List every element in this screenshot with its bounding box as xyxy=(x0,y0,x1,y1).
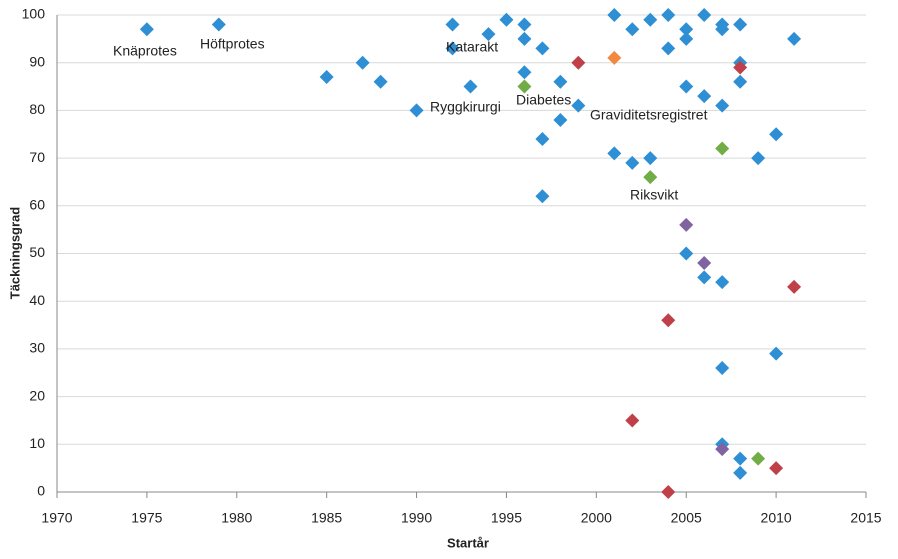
point xyxy=(679,31,694,46)
point xyxy=(787,279,802,294)
point xyxy=(535,189,550,204)
point xyxy=(139,22,154,37)
point xyxy=(517,17,532,32)
y-tick-label: 50 xyxy=(29,244,45,260)
y-tick-label: 100 xyxy=(22,6,46,22)
point xyxy=(715,22,730,37)
annotation: Katarakt xyxy=(446,39,498,55)
annotation: Ryggkirurgi xyxy=(430,99,501,115)
point xyxy=(607,8,622,22)
point xyxy=(697,8,712,22)
x-tick-label: 2005 xyxy=(671,510,702,526)
point xyxy=(517,31,532,46)
point xyxy=(661,485,676,499)
point xyxy=(679,79,694,94)
point xyxy=(517,79,532,94)
point xyxy=(733,451,748,466)
annotation: Diabetes xyxy=(516,92,571,108)
point xyxy=(679,217,694,232)
y-tick-label: 70 xyxy=(29,149,45,165)
x-tick-label: 1990 xyxy=(401,510,432,526)
y-tick-label: 90 xyxy=(29,53,45,69)
y-tick-label: 60 xyxy=(29,197,45,213)
x-tick-label: 1995 xyxy=(491,510,522,526)
point xyxy=(661,313,676,328)
annotation: Riksvikt xyxy=(630,187,678,203)
point xyxy=(715,141,730,156)
point xyxy=(553,112,568,127)
x-tick-label: 1980 xyxy=(221,510,252,526)
point xyxy=(319,70,334,85)
point xyxy=(211,17,226,32)
point xyxy=(751,151,766,166)
point xyxy=(769,461,784,476)
point xyxy=(625,413,640,428)
point xyxy=(373,74,388,89)
point xyxy=(445,17,460,32)
point xyxy=(733,465,748,480)
point xyxy=(661,41,676,56)
point xyxy=(535,132,550,147)
point xyxy=(769,127,784,142)
x-tick-label: 2000 xyxy=(581,510,612,526)
point xyxy=(571,55,586,70)
point xyxy=(715,442,730,457)
x-tick-label: 2015 xyxy=(850,510,881,526)
x-tick-label: 1970 xyxy=(41,510,72,526)
point xyxy=(571,98,586,113)
point xyxy=(355,55,370,70)
point xyxy=(553,74,568,89)
point xyxy=(679,22,694,37)
point xyxy=(697,89,712,104)
point xyxy=(517,65,532,80)
point xyxy=(535,41,550,56)
x-tick-label: 1975 xyxy=(131,510,162,526)
point xyxy=(445,41,460,56)
x-axis-label: Startår xyxy=(447,535,489,550)
point xyxy=(607,146,622,161)
point xyxy=(643,12,658,27)
point xyxy=(679,246,694,261)
point xyxy=(715,98,730,113)
annotation: Höftprotes xyxy=(200,36,265,52)
point xyxy=(607,50,622,65)
y-tick-label: 80 xyxy=(29,101,45,117)
x-tick-label: 2010 xyxy=(761,510,792,526)
point xyxy=(769,346,784,361)
x-tick-label: 1985 xyxy=(311,510,342,526)
y-tick-label: 0 xyxy=(37,483,45,499)
point xyxy=(625,22,640,37)
annotation: Graviditetsregistret xyxy=(590,107,708,123)
y-tick-label: 40 xyxy=(29,292,45,308)
point xyxy=(733,17,748,32)
point xyxy=(697,256,712,271)
point xyxy=(661,8,676,22)
point xyxy=(733,74,748,89)
point xyxy=(787,31,802,46)
y-tick-label: 10 xyxy=(29,435,45,451)
y-tick-label: 20 xyxy=(29,387,45,403)
point xyxy=(715,275,730,290)
point xyxy=(481,27,496,42)
y-axis-label: Täckningsgrad xyxy=(7,207,22,300)
point xyxy=(697,270,712,285)
point xyxy=(643,151,658,166)
point xyxy=(751,451,766,466)
point xyxy=(409,103,424,118)
point xyxy=(715,360,730,375)
point xyxy=(625,155,640,170)
y-tick-label: 30 xyxy=(29,340,45,356)
point xyxy=(733,60,748,75)
point xyxy=(643,170,658,185)
point xyxy=(499,12,514,27)
annotation: Knäprotes xyxy=(113,43,177,59)
point xyxy=(463,79,478,94)
